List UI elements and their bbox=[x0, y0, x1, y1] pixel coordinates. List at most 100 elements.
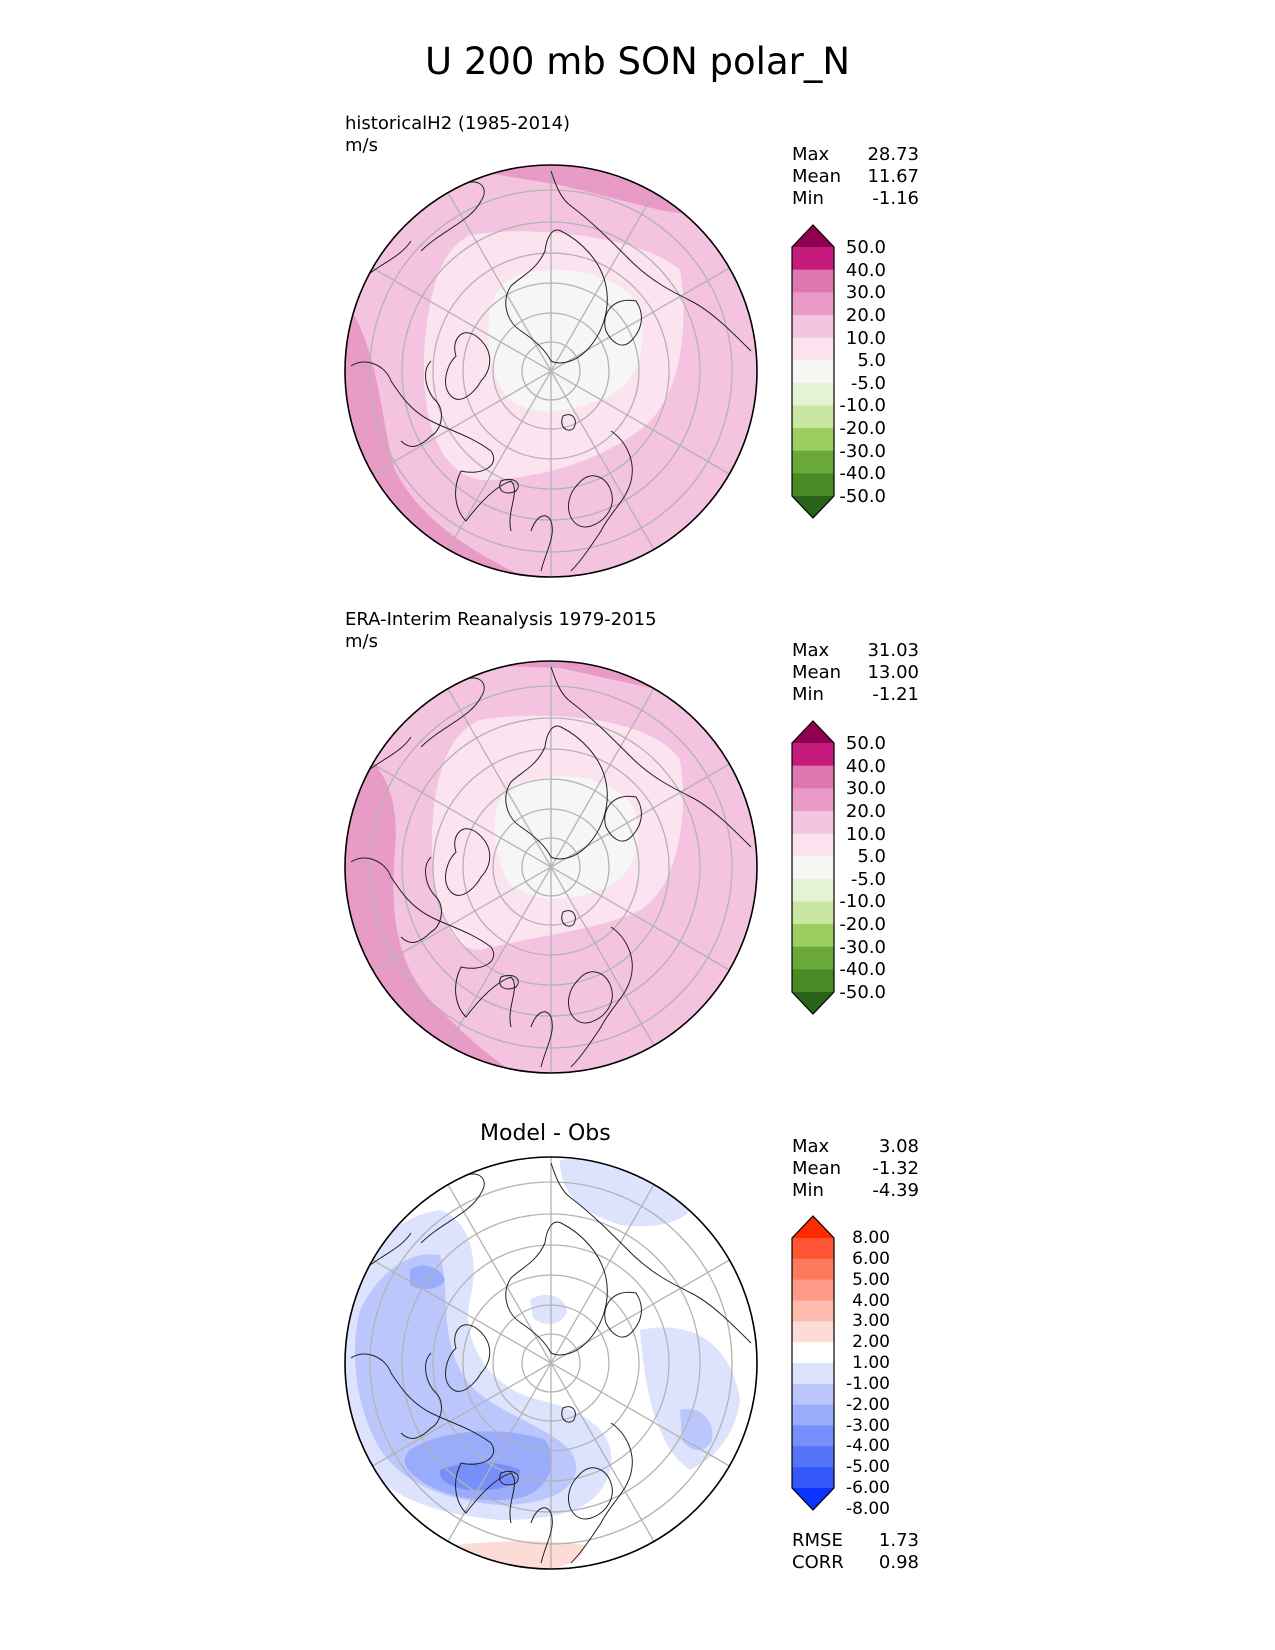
panel3-colorbar-tick: 1.00 bbox=[852, 1353, 890, 1373]
panel1-colorbar-segment bbox=[792, 292, 834, 316]
panel1-colorbar-tick: -5.0 bbox=[850, 372, 886, 394]
panel1-colorbar-segment bbox=[792, 473, 834, 497]
panel3-max-value: 3.08 bbox=[878, 1136, 919, 1157]
panel3-mean-label: Mean bbox=[792, 1158, 842, 1179]
panel2-colorbar-segment bbox=[792, 878, 834, 902]
panel1-units: m/s bbox=[345, 135, 378, 156]
panel2-colorbar-tick: 30.0 bbox=[845, 778, 886, 800]
panel1-colorbar-tick: -50.0 bbox=[839, 486, 886, 507]
panel2-colorbar-tick: -20.0 bbox=[839, 914, 886, 936]
panel1-max-label: Max bbox=[792, 144, 830, 165]
panel2-colorbar-segment bbox=[792, 765, 834, 789]
panel1-colorbar-segment bbox=[792, 382, 834, 406]
panel2-colorbar-segment bbox=[792, 810, 834, 835]
panel2-units: m/s bbox=[345, 631, 378, 652]
panel1-colorbar-outline bbox=[791, 224, 835, 519]
panel3-colorbar-segment bbox=[792, 1467, 834, 1489]
panel3-map bbox=[344, 1156, 758, 1570]
panel3-colorbar-segment bbox=[792, 1342, 834, 1364]
panel2-colorbar-tick: 5.0 bbox=[857, 846, 886, 868]
panel2-colorbar-tick: -5.0 bbox=[850, 868, 886, 890]
panel1-colorbar-extend-top bbox=[792, 225, 834, 247]
panel1-colorbar-tick: 10.0 bbox=[845, 327, 886, 349]
panel3-title: Model - Obs bbox=[480, 1121, 611, 1146]
panel1-min-value: -1.16 bbox=[872, 188, 919, 209]
panel2-colorbar-segment bbox=[792, 856, 834, 880]
panel2-colorbar-segment bbox=[792, 788, 834, 812]
panel3-colorbar-segment bbox=[792, 1383, 834, 1406]
panel1-colorbar-segment bbox=[792, 360, 834, 384]
panel1-colorbar-tick: -40.0 bbox=[839, 463, 886, 485]
panel3-min-value: -4.39 bbox=[872, 1180, 919, 1201]
panel1-colorbar-segment bbox=[792, 247, 834, 271]
panel1-map bbox=[344, 164, 758, 578]
panel1-colorbar-tick: -20.0 bbox=[839, 418, 886, 440]
panel3-colorbar-segment bbox=[792, 1279, 834, 1301]
panel3-colorbar-segment bbox=[792, 1238, 834, 1260]
figure-title: U 200 mb SON polar_N bbox=[424, 40, 851, 83]
panel3-colorbar-extend-bottom bbox=[792, 1488, 834, 1510]
panel3-rmse-value: 1.73 bbox=[878, 1530, 919, 1551]
panel1-label: historicalH2 (1985-2014) bbox=[345, 113, 571, 134]
panel2-colorbar-outline bbox=[791, 720, 835, 1015]
panel3-colorbar-extend-top bbox=[792, 1216, 834, 1238]
panel3-colorbar-tick: 5.00 bbox=[852, 1269, 890, 1290]
panel2-colorbar-segment bbox=[792, 901, 834, 925]
panel3-colorbar-segment bbox=[792, 1404, 834, 1426]
panel3-colorbar-segment bbox=[792, 1446, 834, 1468]
panel2-colorbar-extend-bottom bbox=[792, 992, 834, 1014]
panel2-label: ERA-Interim Reanalysis 1979-2015 bbox=[345, 609, 657, 630]
panel3-colorbar-tick: 3.00 bbox=[852, 1311, 890, 1332]
panel2-colorbar-tick: -10.0 bbox=[839, 891, 886, 913]
panel1-colorbar-extend-bottom bbox=[792, 496, 834, 518]
panel2-max-label: Max bbox=[792, 640, 830, 661]
panel3-corr-value: 0.98 bbox=[878, 1552, 919, 1573]
panel3-min-label: Min bbox=[792, 1180, 824, 1201]
colorbars bbox=[791, 224, 835, 1511]
panel1-colorbar-tick: 5.0 bbox=[857, 350, 886, 372]
panel1-colorbar-tick: 30.0 bbox=[845, 282, 886, 304]
panel2-colorbar-extend-top bbox=[792, 721, 834, 743]
panel1-mean-value: 11.67 bbox=[867, 166, 919, 187]
panel3-colorbar-tick: -1.00 bbox=[846, 1373, 890, 1394]
panel1-colorbar-segment bbox=[792, 405, 834, 429]
panel3-colorbar-segment bbox=[792, 1363, 834, 1385]
panel1-colorbar-segment bbox=[792, 314, 834, 339]
panel3-colorbar-tick: -8.00 bbox=[846, 1498, 890, 1519]
panel3-mean-value: -1.32 bbox=[872, 1158, 919, 1179]
panel3-max-label: Max bbox=[792, 1136, 830, 1157]
panel3-colorbar-segment bbox=[792, 1321, 834, 1343]
panel1-colorbar-segment bbox=[792, 337, 834, 361]
panel1-min-label: Min bbox=[792, 188, 824, 209]
panel3-corr-label: CORR bbox=[792, 1552, 844, 1573]
panel2-min-label: Min bbox=[792, 684, 824, 705]
panel3-colorbar-tick: 2.00 bbox=[852, 1332, 890, 1353]
panel3-colorbar-segment bbox=[792, 1258, 834, 1281]
panel2-colorbar-tick: 40.0 bbox=[845, 755, 886, 777]
panel3-colorbar-tick: -3.00 bbox=[846, 1415, 890, 1436]
panel3-rmse-label: RMSE bbox=[792, 1530, 843, 1551]
panel3-colorbar-tick: 8.00 bbox=[852, 1228, 890, 1248]
panel1-colorbar-segment bbox=[792, 450, 834, 474]
panel2-colorbar-tick: -40.0 bbox=[839, 959, 886, 981]
panel3-colorbar-tick: -6.00 bbox=[846, 1478, 890, 1498]
panel2-colorbar-tick: 10.0 bbox=[845, 823, 886, 845]
panel3-colorbar-segment bbox=[792, 1425, 834, 1447]
panel1-colorbar-segment bbox=[792, 269, 834, 293]
panel1-colorbar-tick: -30.0 bbox=[839, 440, 886, 462]
panel2-colorbar-tick: -30.0 bbox=[839, 936, 886, 958]
panel1-mean-label: Mean bbox=[792, 166, 842, 187]
panel2-colorbar-segment bbox=[792, 743, 834, 767]
panel3-colorbar-tick: 6.00 bbox=[852, 1248, 890, 1269]
panel2-colorbar-segment bbox=[792, 924, 834, 948]
panel2-colorbar-segment bbox=[792, 946, 834, 970]
panel3-colorbar-tick: 4.00 bbox=[852, 1290, 890, 1311]
panel2-max-value: 31.03 bbox=[867, 640, 919, 661]
panel2-map bbox=[344, 660, 758, 1074]
panel2-colorbar-tick: 20.0 bbox=[845, 800, 886, 822]
panel1-max-value: 28.73 bbox=[867, 144, 919, 165]
panel3-colorbar-tick: -4.00 bbox=[846, 1436, 890, 1457]
panel1-colorbar-tick: -10.0 bbox=[839, 395, 886, 417]
panel2-min-value: -1.21 bbox=[872, 684, 919, 705]
